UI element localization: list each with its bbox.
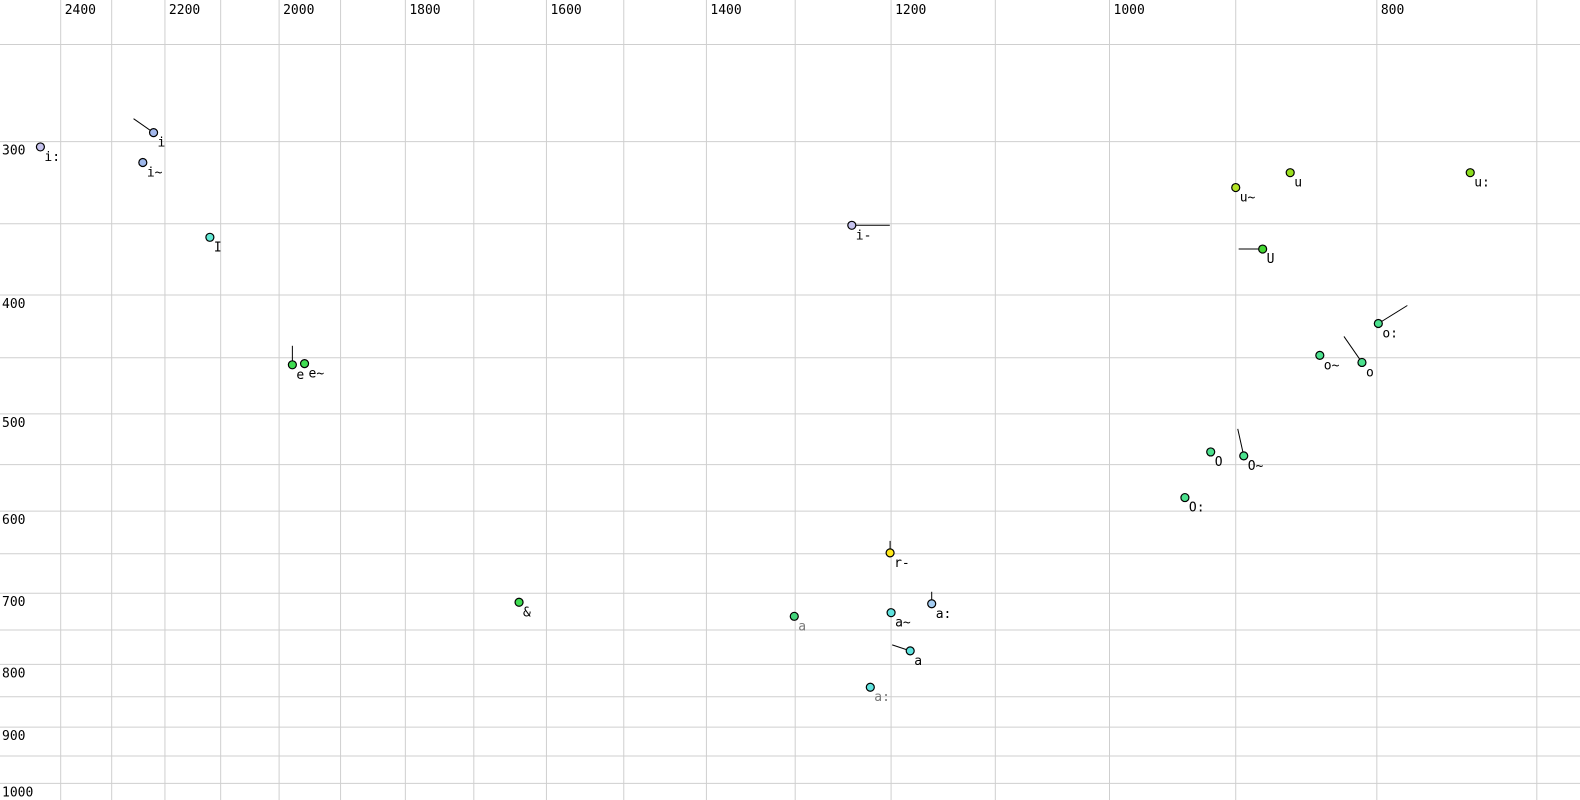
vowel-label: a:: [874, 690, 890, 705]
vowel-dot: [1206, 447, 1216, 457]
vowel-dot: [514, 597, 524, 607]
vowel-dot: [789, 611, 799, 621]
vowel-dot: [1285, 168, 1295, 178]
x-axis-tick-label: 1600: [550, 3, 581, 18]
vowel-dot: [205, 232, 215, 242]
y-axis-tick-label: 800: [2, 666, 25, 681]
y-axis-tick-label: 700: [2, 595, 25, 610]
vowel-label: U: [1267, 252, 1275, 267]
x-axis-tick-label: 1800: [409, 3, 440, 18]
y-axis-tick-label: 1000: [2, 785, 33, 800]
x-axis-tick-label: 2400: [65, 3, 96, 18]
vowel-dot: [885, 548, 895, 558]
vowel-point: u:: [1465, 168, 1490, 191]
vowel-dot: [1231, 182, 1241, 193]
vowel-point: r-: [885, 540, 910, 571]
vowel-label: o:: [1382, 326, 1398, 341]
vowel-label: e~: [309, 367, 325, 382]
vowel-point: o~: [1315, 350, 1340, 373]
vowel-label: I: [214, 240, 222, 255]
vowel-point: i:: [35, 142, 60, 165]
vowel-point: o:: [1373, 305, 1408, 341]
vowel-point: a:: [865, 682, 890, 705]
formant-tail-line: [1343, 336, 1363, 363]
vowel-label: a~: [895, 616, 911, 631]
y-axis-tick-label: 500: [2, 416, 25, 431]
y-axis-tick-label: 300: [2, 144, 25, 159]
vowel-point: o: [1343, 336, 1374, 380]
vowel-point: u: [1285, 168, 1302, 191]
vowel-label: a:: [936, 607, 952, 622]
vowel-label: O:: [1189, 501, 1205, 516]
x-axis-tick-label: 1200: [895, 3, 926, 18]
x-axis-tick-label: 1400: [710, 3, 741, 18]
vowel-point: a~: [886, 608, 911, 631]
x-axis-tick-label: 800: [1381, 3, 1404, 18]
vowel-point: a: [789, 611, 806, 634]
vowel-label: o: [1366, 365, 1374, 380]
vowel-dot: [1373, 318, 1383, 329]
vowel-point: O:: [1180, 492, 1205, 516]
vowel-label: O~: [1248, 459, 1264, 474]
axis-tick-labels: 2400 2200 2000 1800 1600 1400 1200 1000 800 300 40…: [2, 3, 1404, 800]
vowel-label: e: [296, 368, 304, 383]
vowel-label: a: [914, 654, 922, 669]
vowel-label: i-: [856, 228, 872, 243]
data-points: i i: i~ Ii-e e~ & u~ u u: Uo: o~ o O O~ O: r-a: a~ a a a:: [35, 118, 1490, 705]
vowel-point: &: [514, 597, 531, 620]
vowel-point: i-: [847, 220, 890, 243]
vowel-dot: [927, 599, 937, 609]
vowel-dot: [287, 360, 297, 370]
vowel-label: a: [798, 619, 806, 634]
vowel-dot: [847, 220, 857, 230]
formant-tail-line: [1378, 305, 1408, 324]
vowel-label: r-: [894, 556, 910, 571]
vowel-label: i:: [44, 150, 60, 165]
vowel-point: U: [1238, 244, 1275, 267]
vowel-label: u: [1294, 176, 1302, 191]
vowel-dot: [1239, 451, 1249, 461]
vowel-dot: [905, 646, 915, 656]
vowel-label: i~: [147, 166, 163, 181]
vowel-label: &: [523, 605, 531, 620]
vowel-label: u~: [1240, 191, 1256, 206]
vowel-dot: [138, 157, 148, 168]
vowel-dot: [299, 359, 310, 369]
vowel-label: i: [158, 136, 166, 151]
vowel-dot: [148, 128, 159, 138]
vowel-point: O: [1206, 447, 1223, 470]
vowel-dot: [1180, 492, 1190, 503]
formant-tail-line: [1237, 428, 1245, 457]
vowel-point: i: [133, 118, 166, 151]
vowel-point: a: [892, 644, 922, 669]
y-axis-tick-label: 400: [2, 297, 25, 312]
vowel-dot: [1357, 357, 1367, 368]
vowel-dot: [865, 682, 875, 692]
x-axis-tick-label: 1000: [1114, 3, 1145, 18]
vowel-point: a:: [927, 591, 952, 622]
vowel-point: e~: [299, 359, 325, 382]
vowel-point: i~: [138, 157, 163, 181]
vowel-dot: [1315, 350, 1325, 360]
x-axis-tick-label: 2000: [283, 3, 314, 18]
y-axis-tick-label: 900: [2, 729, 25, 744]
vowel-dot: [35, 142, 46, 152]
vowel-point: e: [287, 345, 304, 383]
vowel-dot: [1465, 168, 1475, 178]
x-axis-tick-label: 2200: [169, 3, 200, 18]
vowel-point: O~: [1237, 428, 1264, 474]
vowel-label: o~: [1324, 358, 1340, 373]
vowel-label: u:: [1474, 176, 1490, 191]
vowel-point: I: [205, 232, 222, 255]
vowel-label: O: [1215, 455, 1223, 470]
vowel-dot: [1258, 244, 1268, 254]
vowel-dot: [886, 608, 896, 618]
vowel-point: u~: [1231, 182, 1256, 206]
y-axis-tick-label: 600: [2, 513, 25, 528]
